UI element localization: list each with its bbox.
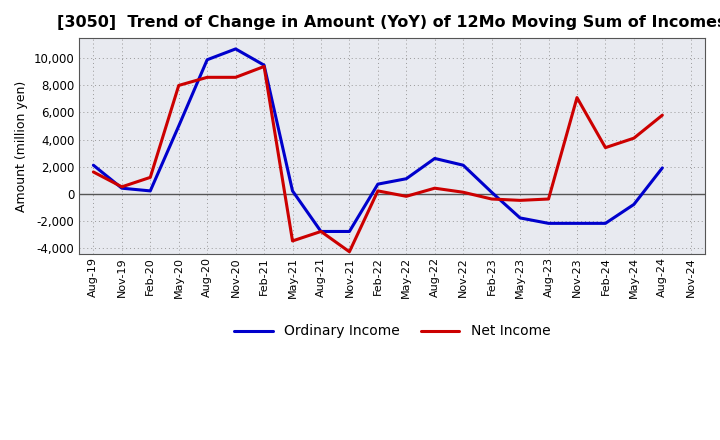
Net Income <box>601 145 610 150</box>
Ordinary Income <box>601 221 610 226</box>
Ordinary Income <box>89 162 98 168</box>
Net Income <box>431 186 439 191</box>
Ordinary Income <box>288 188 297 194</box>
Net Income <box>629 136 638 141</box>
Net Income <box>146 175 155 180</box>
Ordinary Income <box>402 176 410 181</box>
Net Income <box>658 113 667 118</box>
Ordinary Income <box>431 156 439 161</box>
Net Income <box>117 184 126 190</box>
Net Income <box>203 75 212 80</box>
Ordinary Income <box>374 181 382 187</box>
Ordinary Income <box>146 188 155 194</box>
Net Income <box>260 64 269 69</box>
Title: [3050]  Trend of Change in Amount (YoY) of 12Mo Moving Sum of Incomes: [3050] Trend of Change in Amount (YoY) o… <box>58 15 720 30</box>
Net Income <box>345 249 354 254</box>
Ordinary Income <box>260 62 269 68</box>
Net Income <box>317 229 325 234</box>
Net Income <box>459 190 467 195</box>
Net Income <box>487 196 496 202</box>
Net Income <box>516 198 524 203</box>
Y-axis label: Amount (million yen): Amount (million yen) <box>15 81 28 212</box>
Net Income <box>572 95 581 100</box>
Ordinary Income <box>572 221 581 226</box>
Net Income <box>174 83 183 88</box>
Legend: Ordinary Income, Net Income: Ordinary Income, Net Income <box>234 324 550 338</box>
Net Income <box>288 238 297 244</box>
Net Income <box>374 188 382 194</box>
Line: Net Income: Net Income <box>94 66 662 252</box>
Line: Ordinary Income: Ordinary Income <box>94 49 662 231</box>
Ordinary Income <box>629 202 638 207</box>
Net Income <box>89 169 98 175</box>
Ordinary Income <box>174 123 183 128</box>
Ordinary Income <box>117 186 126 191</box>
Ordinary Income <box>231 46 240 51</box>
Ordinary Income <box>487 190 496 195</box>
Ordinary Income <box>345 229 354 234</box>
Net Income <box>402 194 410 199</box>
Ordinary Income <box>459 162 467 168</box>
Ordinary Income <box>516 215 524 220</box>
Ordinary Income <box>317 229 325 234</box>
Ordinary Income <box>544 221 553 226</box>
Net Income <box>231 75 240 80</box>
Ordinary Income <box>203 57 212 62</box>
Net Income <box>544 196 553 202</box>
Ordinary Income <box>658 165 667 171</box>
